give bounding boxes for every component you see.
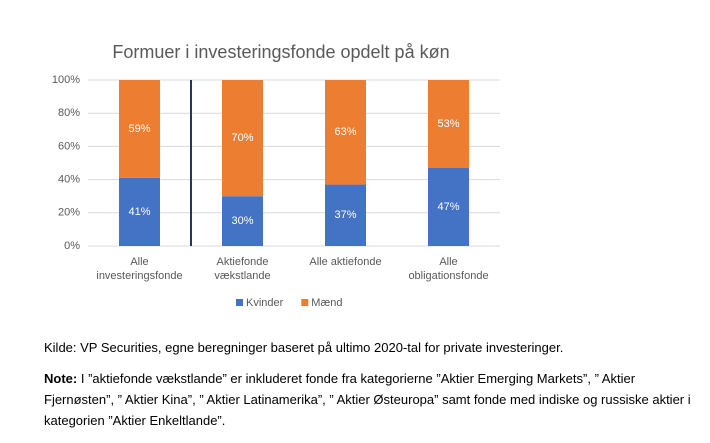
- x-tick-label: Alle aktiefonde: [309, 256, 381, 268]
- data-label: 30%: [231, 215, 253, 227]
- note-label: Note:: [44, 371, 78, 386]
- x-tick-label: Alle obligationsfonde: [408, 256, 488, 282]
- bar-segment: [119, 177, 160, 246]
- x-tick-line: Alle: [439, 256, 457, 268]
- data-label: 70%: [231, 132, 253, 144]
- bar-segment: [222, 196, 263, 246]
- legend-swatch: [236, 299, 243, 306]
- bar-segment: [428, 80, 469, 168]
- y-tick-label: 60%: [58, 140, 80, 152]
- x-tick-line: obligationsfonde: [408, 270, 488, 282]
- x-tick-label: Aktiefonde vækstlande: [214, 256, 270, 282]
- legend-label: Mænd: [311, 297, 342, 309]
- bar-segment: [428, 167, 469, 246]
- y-tick-label: 20%: [58, 207, 80, 219]
- data-label: 47%: [437, 201, 459, 213]
- y-tick-label: 0%: [64, 240, 80, 252]
- y-tick-label: 80%: [58, 107, 80, 119]
- source: Kilde: VP Securities, egne beregninger b…: [44, 340, 564, 355]
- x-tick-line: Aktiefonde: [217, 256, 269, 268]
- bar-segment: [325, 80, 366, 185]
- data-label: 59%: [128, 123, 150, 135]
- data-label: 41%: [128, 206, 150, 218]
- x-tick-line: Alle aktiefonde: [309, 256, 381, 268]
- bar-segment: [222, 80, 263, 197]
- bar-segment: [325, 184, 366, 246]
- note: I ”aktiefonde vækstlande” er inkluderet …: [44, 371, 691, 428]
- x-tick-line: Alle: [130, 256, 148, 268]
- data-label: 63%: [334, 126, 356, 138]
- x-tick-line: investeringsfonde: [96, 270, 182, 282]
- note-block: Note: I ”aktiefonde vækstlande” er inklu…: [44, 368, 694, 431]
- bar-segment: [119, 80, 160, 178]
- chart-title: Formuer i investeringsfonde opdelt på kø…: [112, 42, 449, 62]
- data-label: 37%: [334, 209, 356, 221]
- data-label: 53%: [437, 118, 459, 130]
- y-tick-label: 40%: [58, 174, 80, 186]
- legend-label: Kvinder: [246, 297, 284, 309]
- x-tick-line: vækstlande: [214, 270, 270, 282]
- x-tick-label: Alle investeringsfonde: [96, 256, 182, 282]
- legend-swatch: [301, 299, 309, 306]
- y-tick-label: 100%: [52, 74, 80, 86]
- chart: Formuer i investeringsfonde opdelt på kø…: [52, 42, 500, 309]
